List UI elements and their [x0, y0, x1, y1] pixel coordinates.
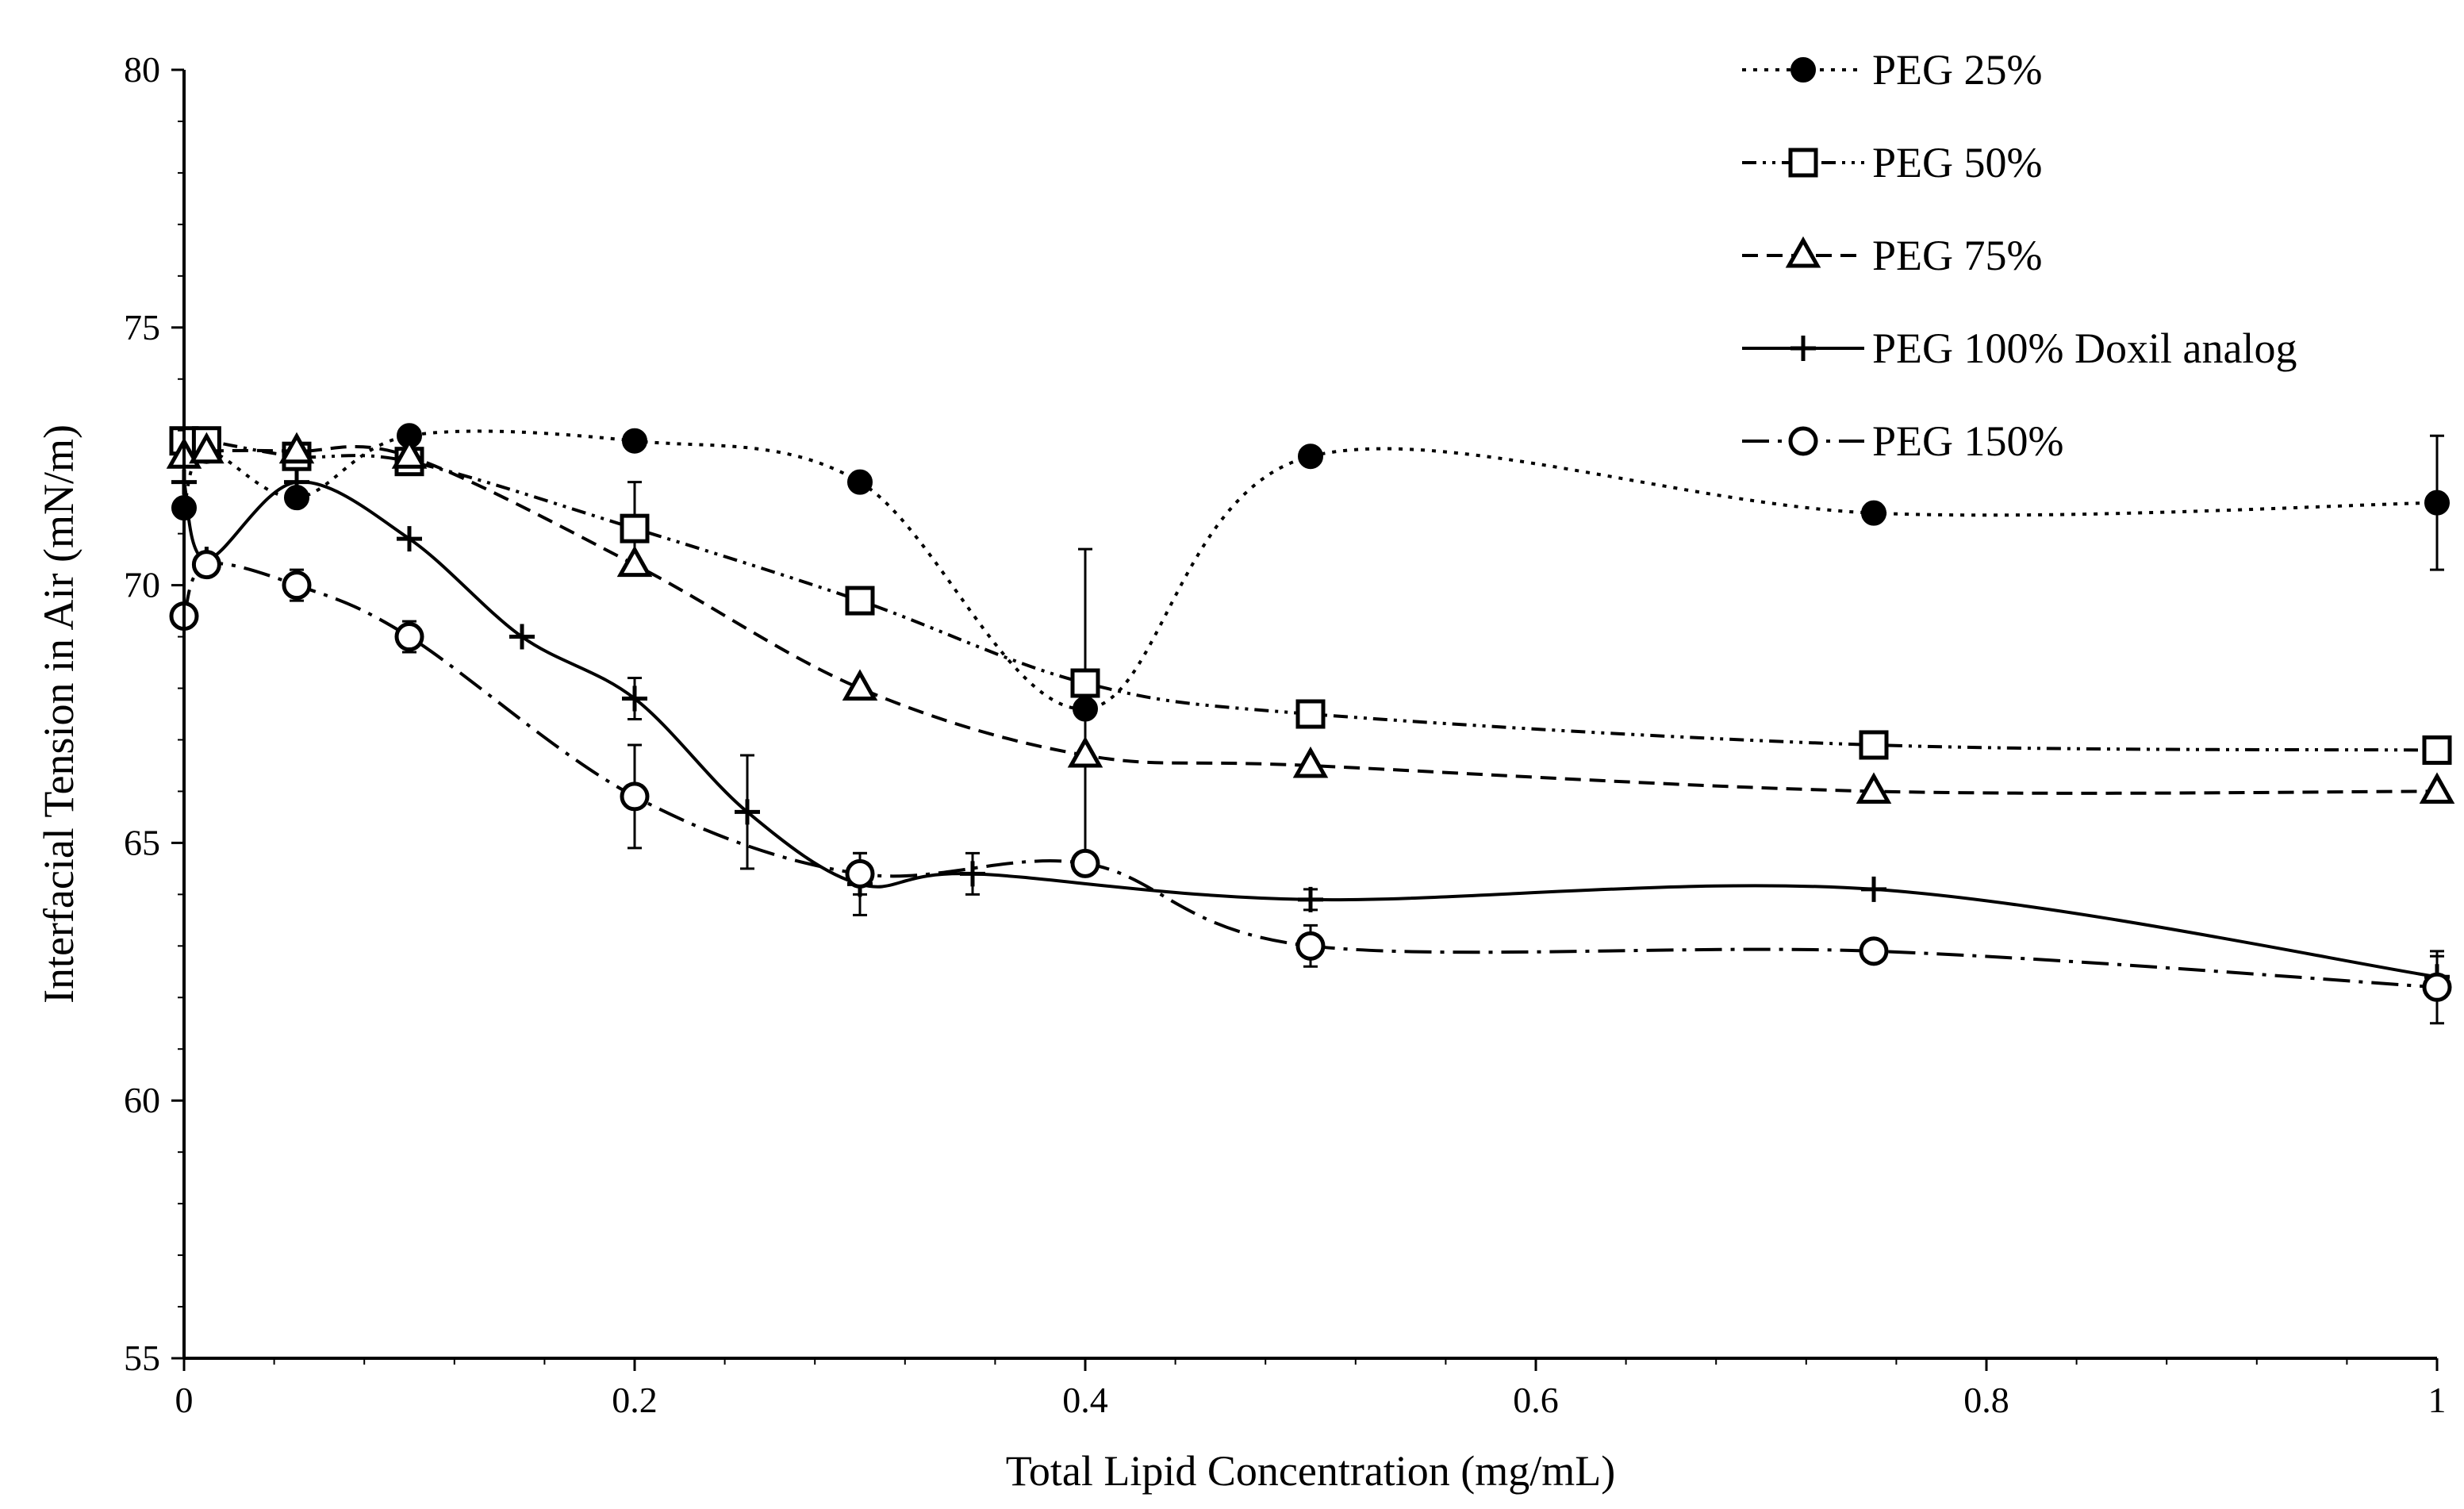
series-line: [183, 438, 2438, 752]
series-peg-100-doxil-analog: [171, 469, 2450, 999]
legend-label: PEG 75%: [1872, 232, 2043, 279]
data-point: [509, 624, 535, 650]
legend-item: PEG 150%: [1742, 417, 2064, 465]
y-axis-ticks: 55 60 65 70 75 80: [124, 49, 184, 1378]
data-point: [1295, 931, 1326, 961]
y-tick-label: 60: [124, 1080, 160, 1120]
data-point: [842, 669, 878, 701]
x-axis-title: Total Lipid Concentration (mg/mL): [1006, 1447, 1616, 1495]
data-point: [1861, 876, 1886, 902]
legend-marker: [1788, 426, 1818, 456]
series-peg-75: [166, 432, 2455, 804]
y-axis-title: Interfacial Tension in Air (mN/m): [35, 424, 83, 1004]
data-point: [845, 858, 875, 889]
data-point: [1070, 848, 1100, 878]
data-point: [1859, 730, 1889, 760]
data-point: [1295, 699, 1326, 729]
data-point: [620, 513, 650, 543]
data-point: [2419, 772, 2455, 804]
data-point: [622, 428, 647, 454]
data-point: [284, 469, 309, 495]
legend-label: PEG 50%: [1872, 139, 2043, 186]
series-layer: [166, 423, 2455, 1025]
legend-label: PEG 25%: [1872, 46, 2043, 94]
legend-marker: [1790, 57, 1816, 83]
legend-marker: [1790, 336, 1816, 361]
legend-item: PEG 25%: [1742, 46, 2043, 94]
axes: 55 60 65 70 75 80 0 0.2 0.4 0.6 0.8 1: [124, 49, 2447, 1420]
data-point: [616, 545, 653, 578]
data-point: [845, 586, 875, 616]
data-point: [394, 622, 424, 652]
data-point: [2424, 490, 2450, 516]
y-tick-label: 55: [124, 1338, 160, 1378]
data-point: [189, 432, 225, 464]
data-point: [960, 861, 985, 887]
data-point: [278, 432, 315, 464]
data-point: [1298, 443, 1323, 470]
legend-item: PEG 75%: [1742, 232, 2043, 279]
data-point: [191, 550, 221, 580]
legend-marker: [1785, 236, 1821, 268]
data-point: [1298, 886, 1323, 912]
series-line: [182, 429, 2438, 711]
legend-item: PEG 50%: [1742, 139, 2043, 186]
data-point: [1073, 696, 1098, 722]
data-point: [2422, 972, 2452, 1002]
y-tick-label: 70: [124, 565, 160, 605]
data-point: [1070, 668, 1100, 698]
legend: PEG 25% PEG 50% PEG 75% PEG 100% Doxil anal…: [1742, 46, 2297, 465]
legend-label: PEG 150%: [1872, 417, 2064, 465]
data-point: [847, 469, 873, 495]
y-tick-label: 75: [124, 307, 160, 347]
data-point: [1861, 500, 1886, 526]
data-point: [1067, 735, 1103, 768]
x-tick-label: 0.6: [1513, 1380, 1559, 1420]
data-point: [1856, 772, 1892, 804]
data-point: [1859, 936, 1889, 966]
y-tick-label: 80: [124, 49, 160, 90]
x-tick-label: 0.2: [612, 1380, 658, 1420]
x-tick-label: 1: [2428, 1380, 2447, 1420]
data-point: [735, 799, 760, 825]
data-point: [282, 570, 312, 601]
data-point: [397, 526, 422, 552]
data-point: [1292, 746, 1329, 778]
series-line: [183, 444, 2438, 795]
x-axis-ticks: 0 0.2 0.4 0.6 0.8 1: [175, 1358, 2447, 1420]
data-point: [391, 437, 428, 469]
data-point: [622, 685, 647, 712]
x-tick-label: 0.8: [1963, 1380, 2009, 1420]
legend-marker: [1788, 148, 1818, 178]
legend-item: PEG 100% Doxil analog: [1742, 324, 2297, 372]
series-peg-150: [169, 550, 2452, 1025]
x-tick-label: 0: [175, 1380, 194, 1420]
legend-label: PEG 100% Doxil analog: [1872, 324, 2297, 372]
data-point: [2422, 735, 2452, 765]
data-point: [620, 781, 650, 812]
y-tick-label: 65: [124, 822, 160, 862]
x-tick-label: 0.4: [1062, 1380, 1108, 1420]
series-line: [182, 562, 2438, 989]
series-peg-25: [171, 423, 2450, 870]
